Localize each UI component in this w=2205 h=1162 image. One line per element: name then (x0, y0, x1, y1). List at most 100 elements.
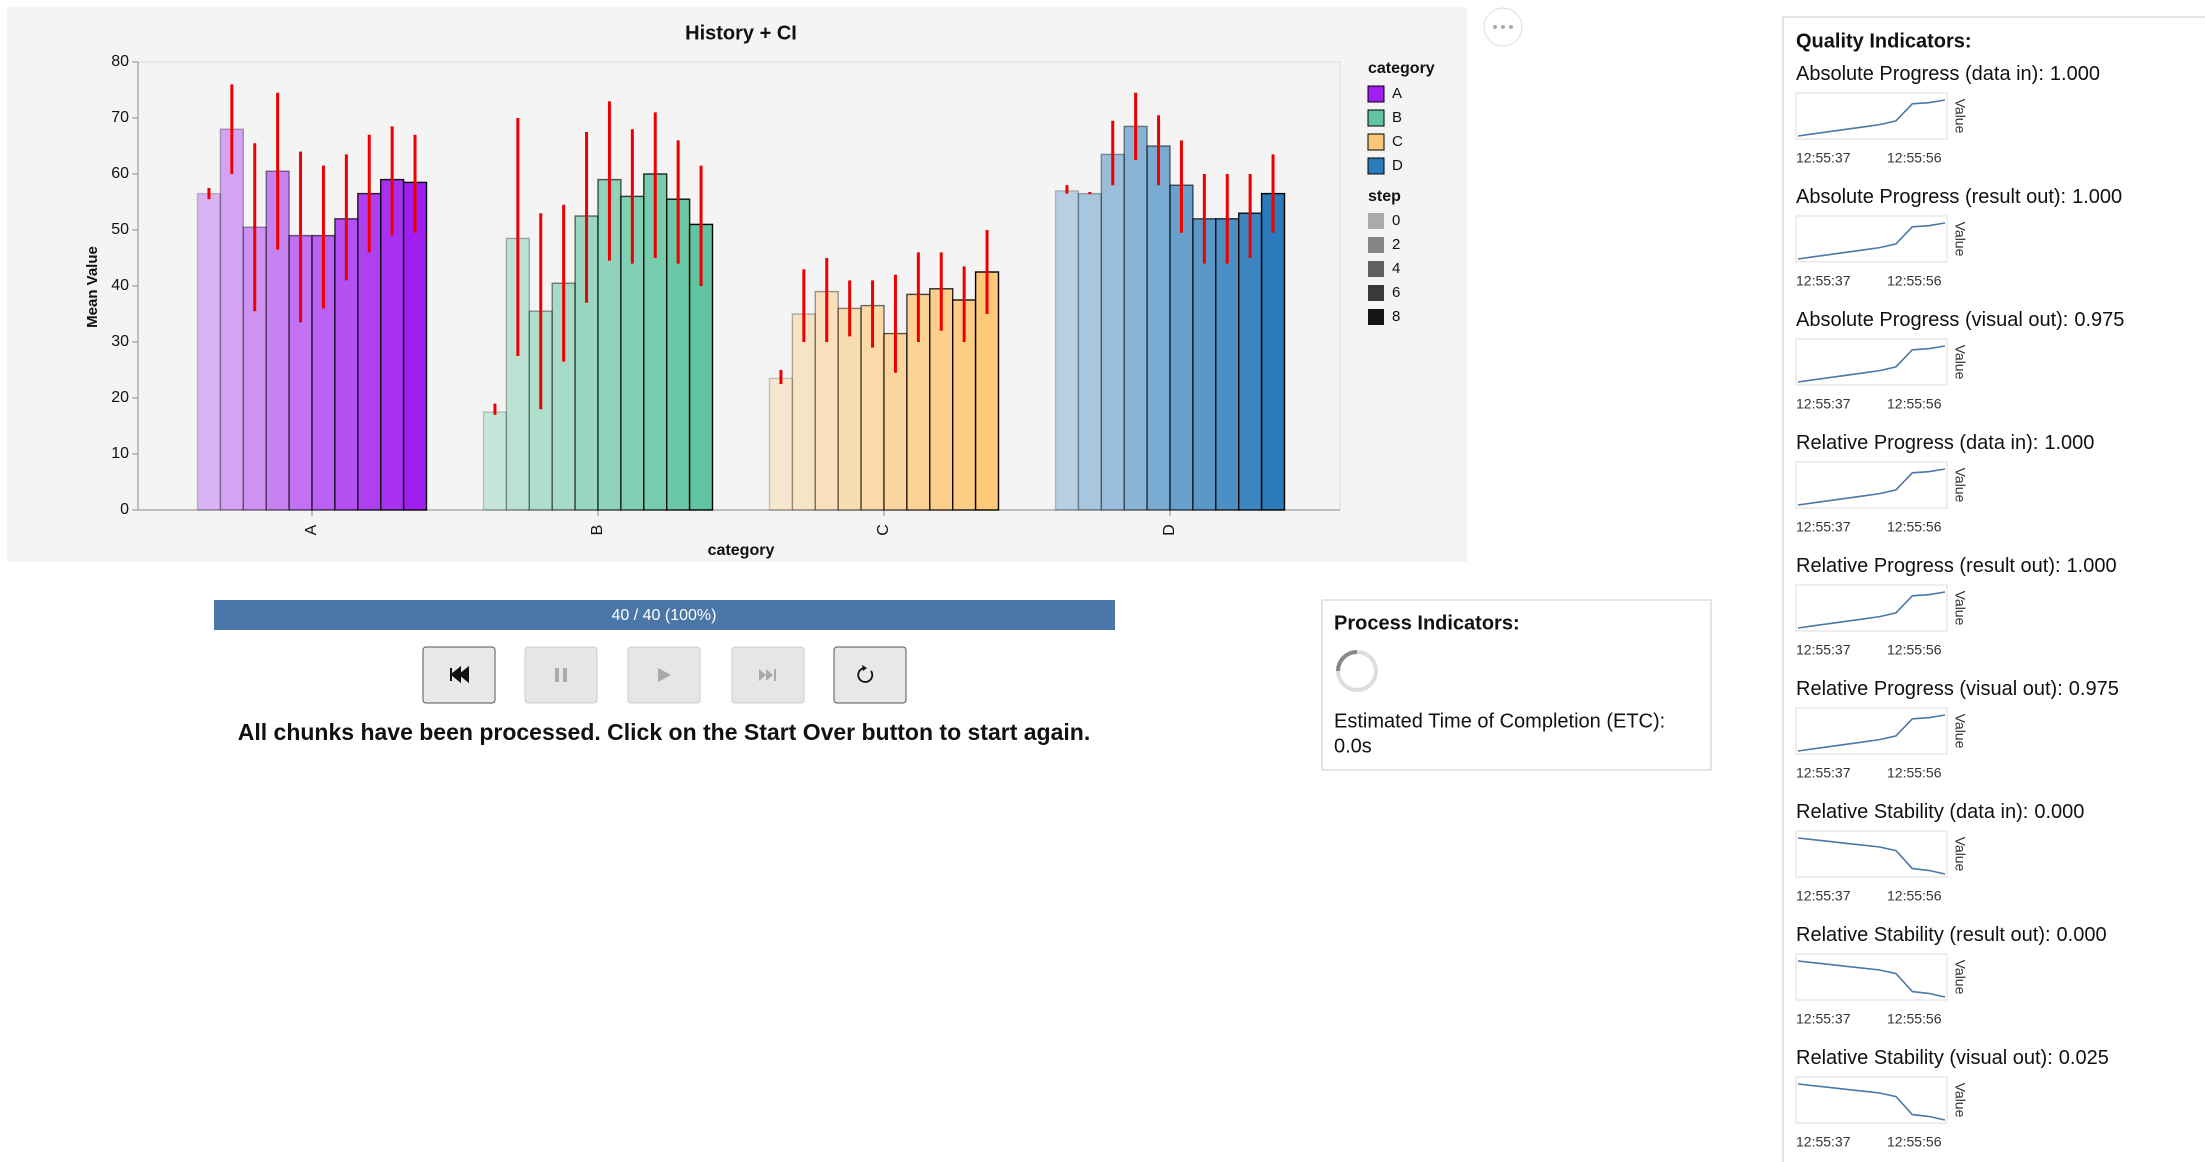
bar (1054, 190, 1080, 511)
legend-label: 4 (1392, 260, 1400, 277)
spinner-arc (1336, 650, 1358, 672)
indicator-value: 0.000 (2057, 924, 2107, 946)
bar (837, 307, 862, 511)
indicator-name: Relative Progress (result out): (1796, 555, 2061, 577)
sparkline-axis-title: Value (1952, 1083, 1968, 1118)
sparkline-tick-label: 12:55:37 (1796, 396, 1851, 412)
legend-label: 0 (1392, 212, 1400, 229)
sparkline-tick-label: 12:55:37 (1796, 642, 1851, 658)
x-tick-label: D (1161, 524, 1178, 536)
sparkline (1797, 714, 1946, 752)
indicator-name: Absolute Progress (data in): (1796, 63, 2044, 85)
legend-label: 6 (1392, 284, 1400, 301)
indicator-name: Relative Stability (data in): (1796, 801, 2028, 823)
y-tick-label: 40 (111, 277, 129, 294)
sparkline-axis-title: Value (1952, 714, 1968, 749)
indicator-label: Relative Stability (data in): 0.000 (1796, 801, 2084, 823)
sparkline-tick-label: 12:55:37 (1796, 519, 1851, 535)
sparkline-axis-title: Value (1952, 222, 1968, 257)
sparkline-frame (1795, 584, 1948, 632)
indicator-value: 1.000 (2072, 186, 2122, 208)
sparkline-frame (1795, 338, 1948, 386)
icon (857, 667, 874, 683)
sparkline (1797, 837, 1946, 875)
sparkline-tick-label: 12:55:37 (1796, 1134, 1851, 1150)
sparkline-frame (1795, 215, 1948, 263)
x-tick-label: C (875, 524, 892, 536)
indicator-label: Absolute Progress (data in): 1.000 (1796, 63, 2100, 85)
x-tick-label: B (589, 525, 606, 536)
menu-dot (1509, 25, 1513, 29)
bar (1260, 192, 1286, 511)
x-tick-label: A (303, 524, 320, 535)
indicator-name: Relative Progress (visual out): (1796, 678, 2063, 700)
etc-label: Estimated Time of Completion (ETC): (1334, 710, 1665, 732)
icon (862, 665, 867, 671)
legend-swatch (1368, 237, 1384, 253)
sparkline-tick-label: 12:55:56 (1887, 888, 1942, 904)
indicator-name: Relative Stability (visual out): (1796, 1047, 2053, 1069)
sparkline-axis-title: Value (1952, 99, 1968, 134)
icon (658, 668, 671, 682)
next-button (731, 646, 805, 704)
legend-label: A (1392, 85, 1402, 102)
sparkline-axis-title: Value (1952, 345, 1968, 380)
sparkline (1797, 1083, 1946, 1121)
sparkline-axis-title: Value (1952, 837, 1968, 872)
sparkline-axis-title: Value (1952, 468, 1968, 503)
sparkline (1797, 222, 1946, 260)
status-message: All chunks have been processed. Click on… (238, 719, 1090, 745)
legend-swatch (1367, 133, 1385, 151)
legend-swatch (1368, 285, 1384, 301)
indicator-name: Absolute Progress (result out): (1796, 186, 2066, 208)
bar (791, 313, 817, 511)
indicator-value: 1.000 (2044, 432, 2094, 454)
legend-label: C (1392, 133, 1403, 150)
sparkline (1797, 99, 1946, 137)
process-panel (1321, 599, 1712, 771)
y-tick-label: 70 (111, 109, 129, 126)
sparkline-frame (1795, 707, 1948, 755)
legend-swatch (1368, 213, 1384, 229)
y-tick-label: 30 (111, 333, 129, 350)
y-tick-label: 20 (111, 389, 129, 406)
sparkline (1797, 591, 1946, 629)
legend-swatch (1367, 85, 1385, 103)
first-button[interactable] (422, 646, 496, 704)
sparkline-axis-title: Value (1952, 960, 1968, 995)
legend-swatch (1367, 157, 1385, 175)
quality-title: Quality Indicators: (1796, 30, 1972, 52)
sparkline-frame (1795, 461, 1948, 509)
progress-bar (214, 600, 1115, 630)
play-button (627, 646, 701, 704)
bar (482, 411, 508, 511)
legend-label: D (1392, 157, 1403, 174)
indicator-label: Absolute Progress (visual out): 0.975 (1796, 309, 2124, 331)
indicator-label: Relative Progress (data in): 1.000 (1796, 432, 2094, 454)
indicator-label: Relative Progress (visual out): 0.975 (1796, 678, 2119, 700)
indicator-label: Relative Stability (result out): 0.000 (1796, 924, 2107, 946)
sparkline (1797, 345, 1946, 383)
legend-title: step (1368, 188, 1401, 205)
y-tick-label: 60 (111, 165, 129, 182)
bar (1100, 153, 1125, 511)
sparkline-tick-label: 12:55:37 (1796, 765, 1851, 781)
bar (1077, 192, 1103, 511)
button-frame (524, 646, 598, 704)
indicator-label: Relative Progress (result out): 1.000 (1796, 555, 2117, 577)
icon (555, 668, 567, 682)
indicator-value: 0.975 (2074, 309, 2124, 331)
bar (1146, 145, 1171, 511)
indicator-value: 0.025 (2059, 1047, 2109, 1069)
icon (759, 669, 776, 681)
y-axis-title: Mean Value (84, 246, 101, 328)
indicator-label: Relative Stability (visual out): 0.025 (1796, 1047, 2109, 1069)
start-over-button[interactable] (833, 646, 907, 704)
legend-title: category (1368, 60, 1435, 77)
legend-label: B (1392, 109, 1402, 126)
icon (450, 665, 469, 684)
sparkline-tick-label: 12:55:56 (1887, 396, 1942, 412)
legend-swatch (1368, 261, 1384, 277)
sparkline (1797, 960, 1946, 998)
